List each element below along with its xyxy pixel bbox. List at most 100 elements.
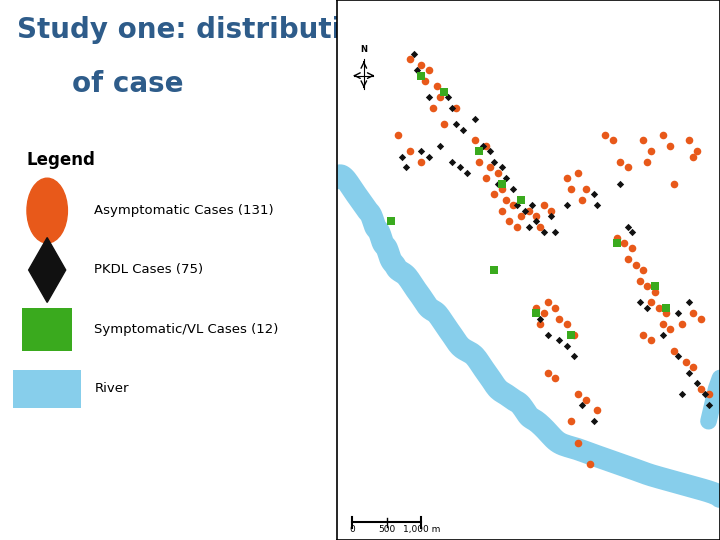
Point — [534, 314, 546, 323]
Polygon shape — [29, 238, 66, 302]
Point — [661, 309, 672, 318]
Text: 1,000 m: 1,000 m — [402, 525, 440, 534]
Point — [588, 417, 599, 426]
Point — [577, 401, 588, 409]
Point — [672, 352, 683, 361]
Point — [458, 125, 469, 134]
Point — [492, 168, 503, 177]
Point — [630, 260, 642, 269]
Point — [438, 87, 450, 96]
Point — [703, 390, 714, 399]
Point — [496, 206, 508, 215]
Point — [584, 460, 595, 469]
Point — [561, 341, 572, 350]
Point — [645, 298, 657, 307]
Point — [599, 131, 611, 139]
Point — [549, 303, 561, 312]
Point — [676, 390, 688, 399]
Point — [691, 379, 703, 388]
Point — [438, 120, 450, 129]
Point — [427, 104, 438, 112]
Point — [653, 303, 665, 312]
Point — [531, 309, 542, 318]
Point — [554, 314, 565, 323]
Point — [538, 309, 549, 318]
FancyBboxPatch shape — [14, 370, 81, 408]
Point — [668, 347, 680, 355]
Point — [412, 66, 423, 75]
Point — [638, 330, 649, 339]
Point — [538, 201, 549, 210]
Point — [542, 368, 554, 377]
Point — [450, 104, 462, 112]
Text: N: N — [360, 45, 367, 54]
Point — [580, 395, 592, 404]
Point — [454, 163, 465, 172]
Point — [549, 228, 561, 237]
Point — [534, 222, 546, 231]
Point — [634, 298, 645, 307]
Point — [481, 141, 492, 150]
Point — [695, 384, 706, 393]
Point — [561, 320, 572, 328]
Point — [496, 163, 508, 172]
Point — [526, 201, 538, 210]
Point — [638, 266, 649, 274]
Point — [699, 390, 711, 399]
Text: of case: of case — [72, 70, 184, 98]
Point — [645, 336, 657, 345]
Point — [473, 158, 485, 166]
Point — [531, 212, 542, 220]
Point — [450, 120, 462, 129]
Text: 500: 500 — [378, 525, 395, 534]
Point — [546, 206, 557, 215]
Point — [546, 212, 557, 220]
Point — [469, 114, 481, 123]
Point — [508, 201, 519, 210]
Point — [657, 131, 668, 139]
Point — [554, 336, 565, 345]
Point — [488, 266, 500, 274]
Point — [622, 255, 634, 264]
Point — [419, 77, 431, 85]
Point — [683, 298, 695, 307]
Point — [592, 201, 603, 210]
Point — [485, 147, 496, 156]
Point — [649, 287, 661, 296]
Text: Legend: Legend — [27, 151, 96, 169]
Point — [488, 158, 500, 166]
Point — [618, 239, 630, 247]
Point — [515, 212, 526, 220]
Point — [572, 438, 584, 447]
Point — [423, 152, 435, 161]
Point — [473, 147, 485, 156]
Point — [611, 239, 622, 247]
Point — [668, 179, 680, 188]
Point — [688, 309, 699, 318]
Text: Asymptomatic Cases (131): Asymptomatic Cases (131) — [94, 204, 274, 217]
Point — [508, 185, 519, 193]
Point — [688, 363, 699, 372]
Point — [446, 104, 458, 112]
Point — [672, 309, 683, 318]
Point — [492, 179, 503, 188]
Point — [415, 147, 427, 156]
Point — [572, 168, 584, 177]
Point — [638, 136, 649, 145]
Point — [415, 71, 427, 80]
Point — [538, 228, 549, 237]
Point — [462, 168, 473, 177]
Point — [408, 50, 419, 58]
Point — [577, 195, 588, 204]
Point — [661, 303, 672, 312]
Point — [511, 222, 523, 231]
Point — [469, 136, 481, 145]
Point — [680, 357, 691, 366]
Point — [481, 174, 492, 183]
Point — [496, 185, 508, 193]
Point — [645, 147, 657, 156]
Point — [435, 141, 446, 150]
Point — [531, 217, 542, 226]
Point — [703, 401, 714, 409]
Point — [634, 276, 645, 285]
